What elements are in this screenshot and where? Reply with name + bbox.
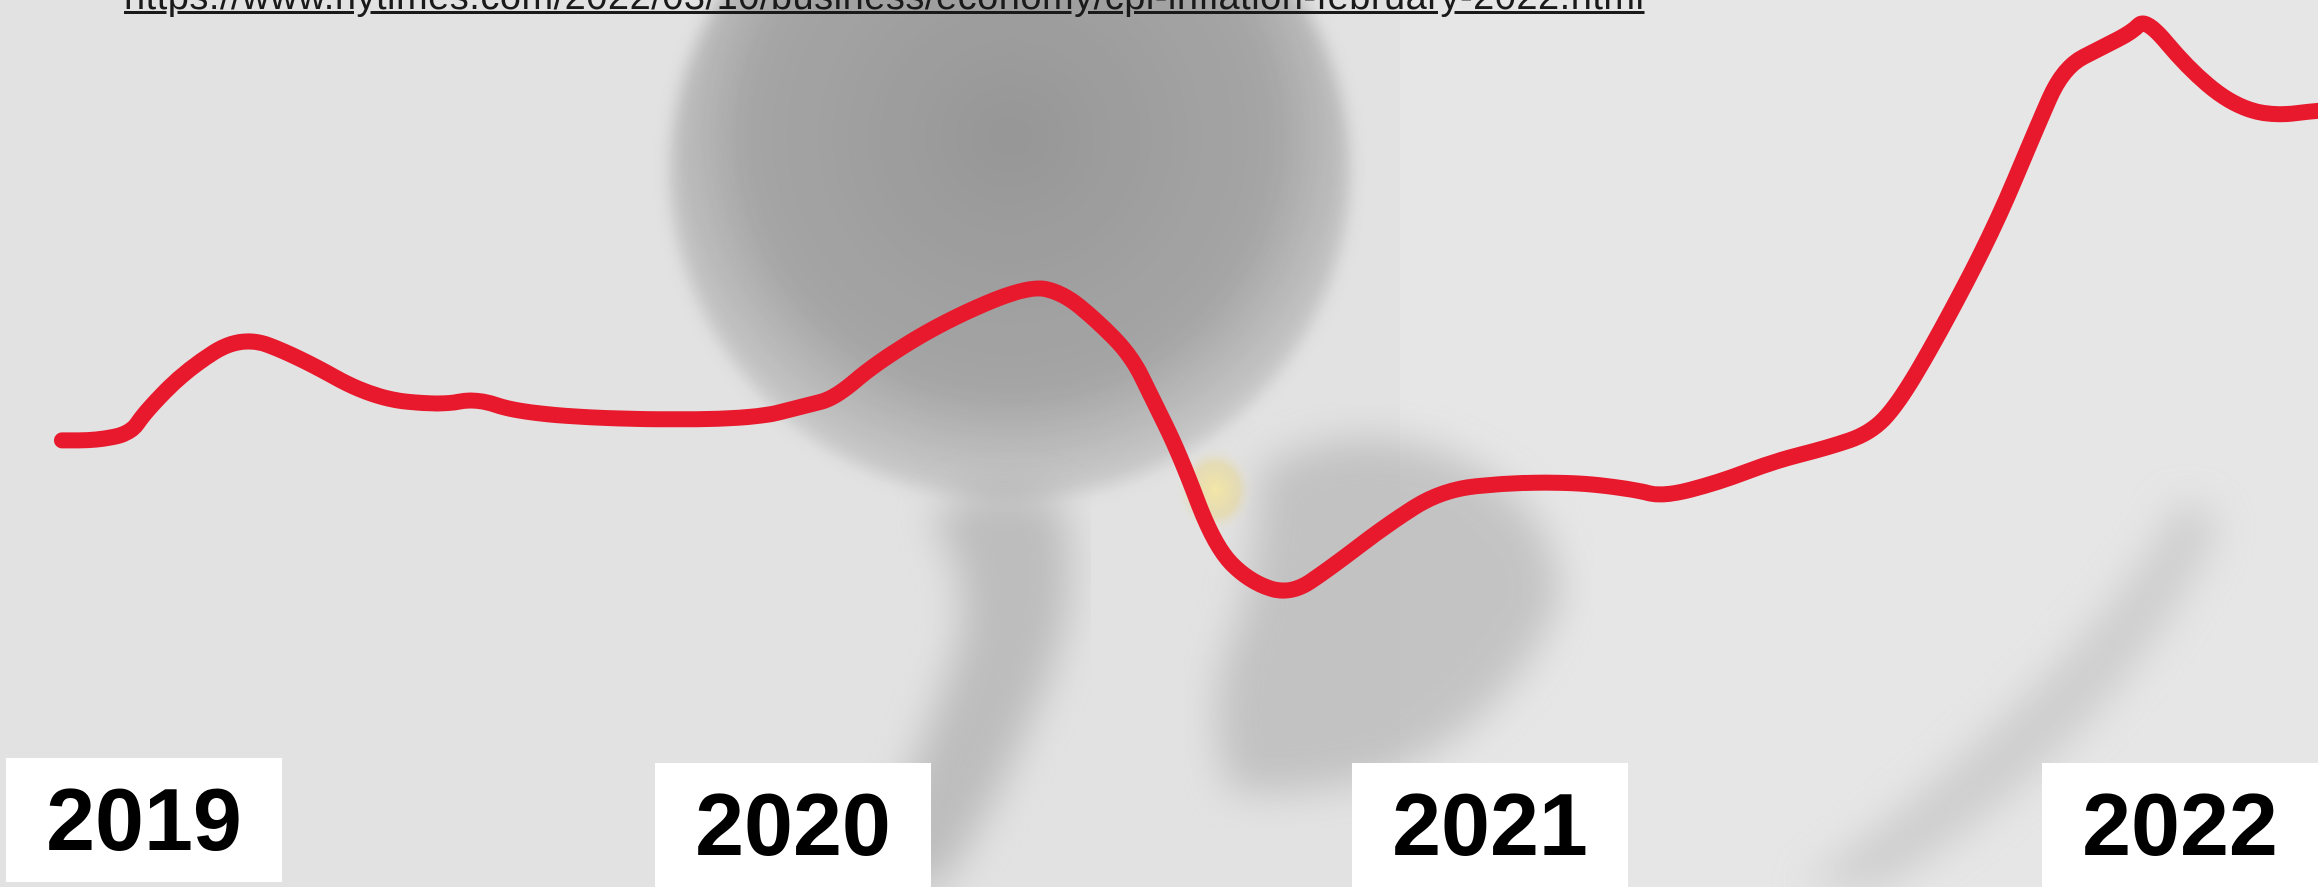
source-link[interactable]: https://www.nytimes.com/2022/03/10/busin… — [124, 0, 1645, 19]
x-tick-label-2021: 2021 — [1352, 763, 1628, 887]
series-line-0 — [54, 15, 2318, 599]
x-tick-label-2019: 2019 — [6, 758, 282, 882]
x-tick-label-2020: 2020 — [655, 763, 931, 887]
x-tick-label-2022: 2022 — [2042, 763, 2318, 887]
